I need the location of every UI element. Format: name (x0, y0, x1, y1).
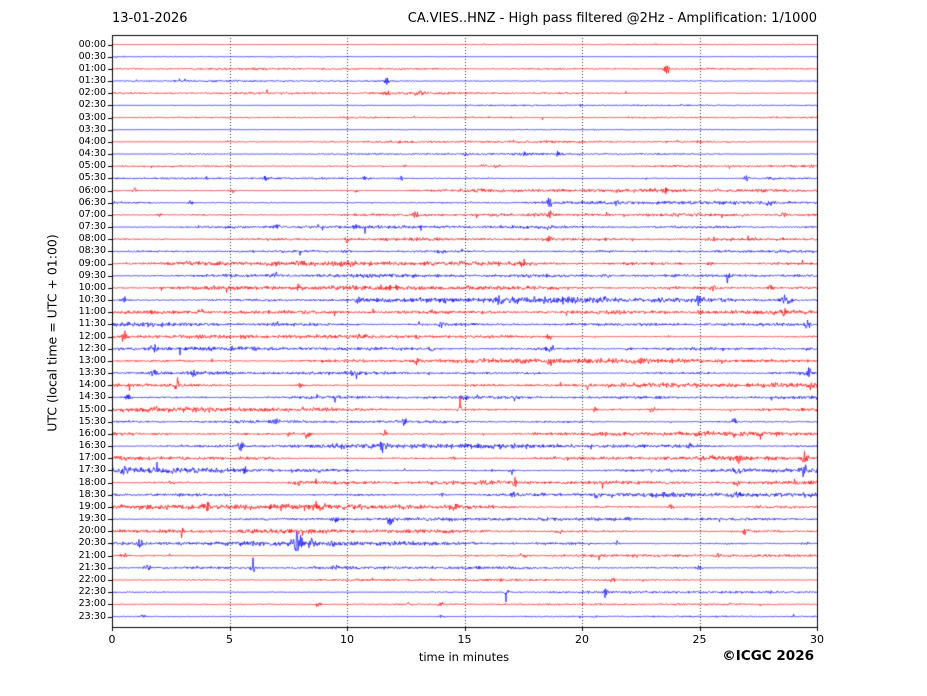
y-tick-label: 12:30 (78, 342, 106, 354)
y-tick-label: 20:00 (78, 525, 106, 537)
x-tick-label: 0 (108, 633, 116, 646)
y-tick-label: 23:30 (78, 610, 106, 622)
y-tick-label: 15:30 (78, 415, 106, 427)
y-tick-label: 11:00 (78, 306, 106, 318)
y-tick-label: 17:00 (78, 452, 106, 464)
x-tick-label: 5 (226, 633, 233, 646)
y-tick-label: 04:30 (78, 148, 106, 160)
y-tick-label: 05:30 (78, 172, 106, 184)
y-tick-label: 10:00 (78, 281, 106, 293)
y-tick-label: 10:30 (78, 294, 106, 306)
y-tick-label: 07:00 (78, 208, 106, 220)
y-tick-label: 16:30 (78, 440, 106, 452)
y-tick-label: 02:30 (78, 99, 106, 111)
y-tick-label: 06:30 (78, 196, 106, 208)
x-tick-label: 25 (692, 633, 707, 646)
y-tick-label: 04:00 (78, 135, 106, 147)
y-tick-label: 17:30 (78, 464, 106, 476)
y-tick-label: 13:30 (78, 367, 106, 379)
x-tick-label: 15 (457, 633, 472, 646)
y-tick-label: 21:30 (78, 561, 106, 573)
y-tick-label: 11:30 (78, 318, 106, 330)
y-tick-label: 09:00 (78, 257, 106, 269)
y-tick-label: 00:00 (78, 38, 106, 50)
y-tick-label: 06:00 (78, 184, 106, 196)
plot-title: CA.VIES..HNZ - High pass filtered @2Hz -… (407, 11, 817, 26)
y-tick-label: 16:00 (78, 427, 106, 439)
y-tick-label: 19:30 (78, 513, 106, 525)
y-tick-label: 08:30 (78, 245, 106, 257)
y-tick-label: 19:00 (78, 500, 106, 512)
y-tick-label: 12:00 (78, 330, 106, 342)
y-tick-label: 22:30 (78, 586, 106, 598)
y-tick-label: 13:00 (78, 354, 106, 366)
y-tick-label: 00:30 (78, 50, 106, 62)
copyright-label: ©ICGC 2026 (722, 648, 814, 664)
y-tick-label: 03:30 (78, 123, 106, 135)
y-tick-label: 07:30 (78, 221, 106, 233)
y-tick-label: 18:30 (78, 488, 106, 500)
y-tick-label: 09:30 (78, 269, 106, 281)
y-tick-label: 01:30 (78, 75, 106, 86)
x-axis-label: time in minutes (418, 650, 510, 664)
y-tick-label: 14:30 (78, 391, 106, 403)
x-tick-label: 20 (575, 633, 589, 646)
y-tick-label: 20:30 (78, 537, 106, 549)
date-label: 13-01-2026 (112, 11, 188, 26)
y-tick-label: 22:00 (78, 573, 106, 585)
y-tick-label: 21:00 (78, 549, 106, 561)
y-tick-label: 14:00 (78, 379, 106, 391)
y-tick-label: 08:00 (78, 233, 106, 245)
y-tick-label: 18:00 (78, 476, 106, 488)
x-tick-label: 10 (340, 633, 354, 646)
y-tick-label: 23:00 (78, 598, 106, 610)
y-tick-label: 05:00 (78, 160, 106, 172)
y-tick-label: 03:00 (78, 111, 106, 123)
x-tick-label: 30 (810, 633, 824, 646)
y-tick-label: 01:00 (78, 62, 106, 74)
y-tick-label: 15:00 (78, 403, 106, 415)
y-tick-label: 02:00 (78, 87, 106, 99)
